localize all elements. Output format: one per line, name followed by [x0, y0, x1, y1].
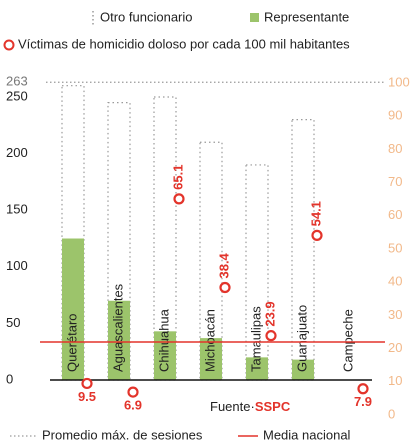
y2-tick-label: 100 [388, 74, 410, 89]
marker [357, 383, 369, 395]
y2-tick-label: 60 [388, 207, 402, 222]
x-tick-label: Querétaro [64, 313, 79, 372]
y-tick-label: 150 [6, 202, 28, 217]
y2-tick-label: 30 [388, 307, 402, 322]
source-label: Fuente· [210, 399, 255, 414]
y-tick-label: 250 [6, 88, 28, 103]
y2-tick-label: 40 [388, 274, 402, 289]
y-tick-label: 200 [6, 145, 28, 160]
marker [127, 386, 139, 398]
marker [81, 377, 93, 390]
y-tick-label: 50 [6, 315, 20, 330]
bar [246, 357, 268, 380]
reference-label: 263 [6, 74, 28, 89]
marker [219, 281, 231, 294]
value-label: 9.5 [78, 389, 96, 404]
value-label: 23.9 [262, 301, 277, 326]
y-tick-label: 100 [6, 258, 28, 273]
y2-tick-label: 0 [388, 406, 395, 421]
legend-label: Otro funcionario [100, 9, 193, 24]
y2-tick-label: 20 [388, 340, 402, 355]
source: Fuente·SSPC [210, 399, 291, 414]
legend-label: Víctimas de homicidio doloso por cada 10… [18, 36, 350, 51]
bar-outline [107, 102, 131, 381]
bar [154, 331, 176, 380]
marker [311, 229, 323, 241]
y-tick-label: 0 [6, 371, 13, 386]
value-label: 65.1 [170, 165, 185, 190]
value-label: 7.9 [354, 394, 372, 409]
x-tick-label: Michoacán [202, 309, 217, 372]
legend-swatch [3, 39, 15, 51]
bar [200, 338, 222, 380]
legend-swatch [250, 13, 259, 22]
x-tick-label: Tamaulipas [248, 306, 263, 372]
marker [265, 330, 277, 342]
x-tick-label: Campeche [340, 309, 355, 372]
y2-tick-label: 80 [388, 141, 402, 156]
legend-label: Representante [264, 9, 349, 24]
legend-label: Promedio máx. de sesiones [42, 427, 203, 442]
value-label: 38.4 [216, 252, 231, 278]
value-label: 54.1 [308, 201, 323, 226]
source-name: SSPC [255, 399, 291, 414]
y2-tick-label: 10 [388, 373, 402, 388]
bar [62, 238, 84, 380]
bar [108, 300, 130, 380]
y2-tick-label: 70 [388, 174, 402, 189]
x-tick-label: Aguascalientes [110, 283, 125, 372]
x-tick-label: Guanajuato [294, 305, 309, 372]
bar [292, 359, 314, 380]
x-tick-label: Chihuahua [156, 308, 171, 372]
y2-tick-label: 50 [388, 240, 402, 255]
value-label: 6.9 [124, 398, 142, 413]
legend-label: Media nacional [263, 427, 351, 442]
marker [173, 193, 185, 205]
y2-tick-label: 90 [388, 108, 402, 123]
